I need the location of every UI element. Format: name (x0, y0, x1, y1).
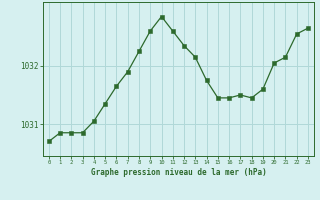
X-axis label: Graphe pression niveau de la mer (hPa): Graphe pression niveau de la mer (hPa) (91, 168, 266, 177)
